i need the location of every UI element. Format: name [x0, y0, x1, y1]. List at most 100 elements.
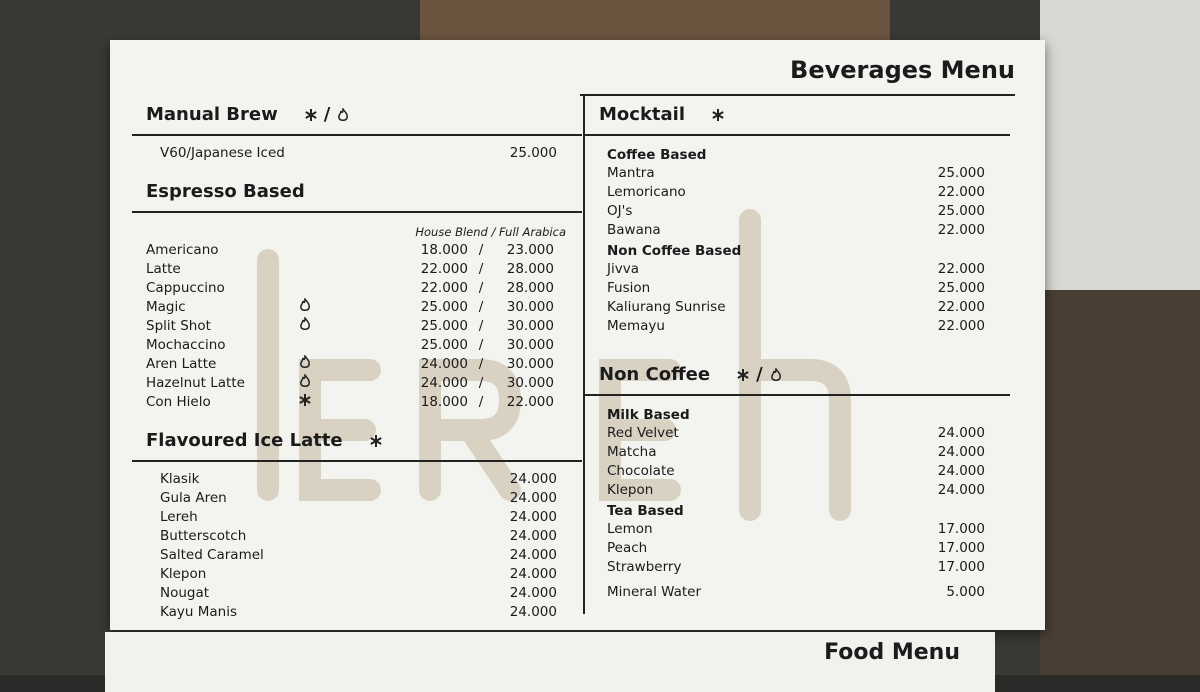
section: Espresso Based House Blend / Full Arabica…	[132, 173, 582, 422]
item-price: 24.000	[509, 566, 557, 582]
item-name: Hazelnut Latte	[146, 375, 245, 391]
menu-item: Magic 25.000 / 30.000	[132, 296, 582, 317]
rule	[580, 94, 1015, 96]
icon	[300, 353, 310, 368]
item-name: Kayu Manis	[160, 604, 237, 620]
item-name: Klasik	[160, 471, 200, 487]
item-price: 17.000	[937, 521, 985, 537]
icon	[300, 315, 310, 330]
item-price: 24.000	[509, 547, 557, 563]
item-name: Chocolate	[607, 463, 675, 479]
section-heading: Espresso Based	[132, 173, 582, 213]
group-title: Tea Based	[607, 503, 684, 519]
icon	[338, 108, 349, 121]
menu-item: Americano 18.000 / 23.000	[132, 241, 582, 260]
menu-item: Matcha 24.000	[585, 443, 1010, 462]
item-price: 25.000	[509, 145, 557, 161]
icon-part	[737, 371, 749, 379]
item-price: 28.000	[506, 261, 554, 277]
icon-part	[770, 368, 781, 381]
icon	[300, 372, 310, 387]
item-name: Con Hielo	[146, 394, 211, 410]
item-price: 17.000	[937, 540, 985, 556]
section-body: Klasik 24.000 Gula Aren 24.000 Lereh 24.000 Bu…	[132, 462, 582, 632]
section-title: Manual Brew	[146, 104, 278, 125]
separator: /	[478, 394, 484, 410]
item-icon	[298, 393, 408, 412]
icon-part	[712, 111, 724, 119]
menu-item: Cappuccino 22.000 / 28.000	[132, 279, 582, 298]
item-name: Fusion	[607, 280, 651, 296]
menu-item: Klepon 24.000	[585, 481, 1010, 500]
item-price: 17.000	[937, 559, 985, 575]
item-name: Americano	[146, 242, 219, 258]
item-price: 24.000	[509, 528, 557, 544]
item-icon	[298, 315, 408, 336]
menu-card: Beverages Menu Manual Brew / V60/Japanese …	[110, 40, 1045, 630]
menu-item: Chocolate 24.000	[585, 462, 1010, 481]
item-name: Lereh	[160, 509, 198, 525]
wood	[420, 0, 890, 40]
item-name: Split Shot	[146, 318, 211, 334]
item-price: 28.000	[506, 280, 554, 296]
separator: /	[478, 356, 484, 372]
menu-item: Klasik 24.000	[132, 470, 582, 489]
item-price: 22.000	[937, 299, 985, 315]
item-price: 24.000	[937, 482, 985, 498]
menu-item: Mineral Water 5.000	[585, 583, 1010, 602]
icon-part	[369, 437, 382, 445]
item-price: 24.000	[420, 356, 468, 372]
menu-item: Lereh 24.000	[132, 508, 582, 527]
item-name: Lemoricano	[607, 184, 686, 200]
item-name: V60/Japanese Iced	[160, 145, 285, 161]
item-price: 25.000	[937, 280, 985, 296]
section-body: Coffee Based Mantra 25.000 Lemoricano 22.000…	[585, 136, 1010, 356]
item-name: Red Velvet	[607, 425, 679, 441]
item-icon	[298, 260, 408, 279]
food-card: Food Menu	[105, 632, 995, 692]
separator: /	[478, 261, 484, 277]
item-name: Mineral Water	[607, 584, 702, 600]
logo-stroke	[599, 359, 681, 501]
item-icon	[298, 279, 408, 298]
menu-item: V60/Japanese Iced 25.000	[132, 144, 582, 163]
menu-item: Kayu Manis 24.000	[132, 603, 582, 622]
section-heading: Flavoured Ice Latte	[132, 422, 582, 462]
icon	[737, 369, 749, 381]
menu-item: Butterscotch 24.000	[132, 527, 582, 546]
menu-item: Peach 17.000	[585, 539, 1010, 558]
section: Non Coffee / Milk Based Red Velvet 24.000 Mat…	[585, 356, 1010, 622]
menu-item: Mantra 25.000	[585, 164, 1010, 183]
item-price: 24.000	[509, 471, 557, 487]
logo-stroke	[739, 209, 851, 521]
separator: /	[478, 280, 484, 296]
section-title: Non Coffee	[599, 364, 711, 385]
item-price: 24.000	[509, 490, 557, 506]
item-name: Lemon	[607, 521, 653, 537]
item-name: Jivva	[607, 261, 639, 277]
item-price: 24.000	[509, 509, 557, 525]
menu-item: Salted Caramel 24.000	[132, 546, 582, 565]
item-icon	[298, 353, 408, 374]
group-title: Non Coffee Based	[607, 243, 742, 259]
item-price: 25.000	[937, 203, 985, 219]
item-name: Butterscotch	[160, 528, 247, 544]
item-price: 22.000	[420, 261, 468, 277]
menu-item: Klepon 24.000	[132, 565, 582, 584]
item-name: Klepon	[160, 566, 207, 582]
section-title: Flavoured Ice Latte	[146, 430, 343, 451]
item-name: Mantra	[607, 165, 655, 181]
icon-part	[300, 315, 310, 330]
item-price: 24.000	[420, 375, 468, 391]
item-price: 30.000	[506, 356, 554, 372]
item-price: 24.000	[937, 463, 985, 479]
icon-part	[300, 353, 310, 368]
item-price: 23.000	[506, 242, 554, 258]
separator: /	[478, 242, 484, 258]
food-title: Food Menu	[824, 640, 960, 665]
item-price: 25.000	[420, 337, 468, 353]
item-icon	[298, 372, 408, 393]
section: Mocktail Coffee Based Mantra 25.000 Lemorica…	[585, 96, 1010, 356]
item-price: 25.000	[420, 299, 468, 315]
item-name: Klepon	[607, 482, 654, 498]
